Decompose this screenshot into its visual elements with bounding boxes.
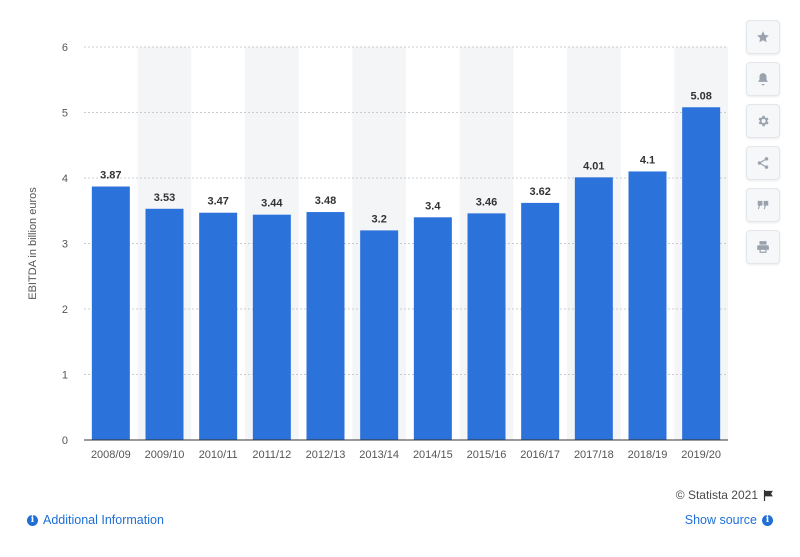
y-tick-label: 0 — [62, 435, 68, 447]
bar — [91, 186, 130, 440]
data-label: 4.1 — [640, 154, 655, 166]
bar — [682, 107, 721, 440]
y-tick-label: 5 — [62, 108, 68, 120]
x-tick-label: 2017/18 — [574, 449, 614, 461]
cite-button[interactable] — [746, 188, 780, 222]
share-button[interactable] — [746, 146, 780, 180]
data-label: 3.48 — [315, 195, 336, 207]
bar — [628, 171, 667, 440]
settings-button[interactable] — [746, 104, 780, 138]
data-label: 3.47 — [207, 196, 228, 208]
data-label: 3.87 — [100, 170, 121, 182]
info-icon: i — [27, 514, 38, 526]
quote-icon — [757, 200, 769, 210]
flag-icon — [763, 489, 773, 501]
bar — [252, 214, 291, 440]
bar — [521, 202, 560, 440]
x-tick-label: 2008/09 — [91, 449, 131, 461]
bar — [145, 208, 184, 440]
x-tick-label: 2019/20 — [681, 449, 721, 461]
bar — [467, 213, 506, 440]
data-label: 3.44 — [261, 198, 283, 210]
x-tick-label: 2015/16 — [467, 449, 507, 461]
data-label: 3.4 — [425, 200, 441, 212]
x-tick-label: 2016/17 — [520, 449, 560, 461]
data-label: 3.53 — [154, 192, 175, 204]
x-tick-label: 2011/12 — [252, 449, 291, 461]
x-tick-label: 2014/15 — [413, 449, 453, 461]
x-tick-label: 2010/11 — [199, 449, 238, 461]
star-icon — [757, 31, 769, 43]
data-label: 3.2 — [372, 213, 387, 225]
info-icon: i — [762, 514, 773, 526]
credit-text: © Statista 2021 — [675, 488, 758, 502]
y-tick-label: 4 — [62, 173, 68, 185]
print-icon — [757, 241, 769, 253]
x-tick-label: 2018/19 — [628, 449, 668, 461]
bar — [360, 230, 399, 440]
data-label: 3.46 — [476, 196, 497, 208]
bell-icon — [758, 73, 768, 86]
data-label: 3.62 — [529, 186, 550, 198]
print-button[interactable] — [746, 230, 780, 264]
x-tick-label: 2012/13 — [306, 449, 346, 461]
share-icon — [757, 157, 769, 169]
notification-button[interactable] — [746, 62, 780, 96]
additional-information-link[interactable]: i Additional Information — [27, 513, 164, 527]
additional-information-label: Additional Information — [43, 513, 164, 527]
bar — [413, 217, 452, 440]
gear-icon — [758, 115, 769, 127]
bar — [306, 212, 345, 440]
x-tick-label: 2009/10 — [145, 449, 185, 461]
y-tick-label: 3 — [62, 239, 68, 251]
y-tick-label: 1 — [62, 370, 68, 382]
favorite-button[interactable] — [746, 20, 780, 54]
show-source-label: Show source — [684, 513, 757, 527]
bar — [574, 177, 613, 440]
x-tick-label: 2013/14 — [359, 449, 399, 461]
toolbar — [746, 20, 780, 264]
bar — [199, 212, 238, 440]
bar-chart: 0 1 2 3 4 5 6 EBITDA in billion euros 3.87 2008/0… — [27, 42, 728, 461]
y-axis-label: EBITDA in billion euros — [27, 187, 39, 300]
data-label: 5.08 — [690, 90, 711, 102]
data-label: 4.01 — [583, 160, 604, 172]
y-tick-label: 2 — [62, 304, 68, 316]
statista-credit: © Statista 2021 — [676, 488, 774, 502]
y-tick-label: 6 — [62, 42, 68, 54]
show-source-link[interactable]: Show source i — [685, 513, 773, 527]
